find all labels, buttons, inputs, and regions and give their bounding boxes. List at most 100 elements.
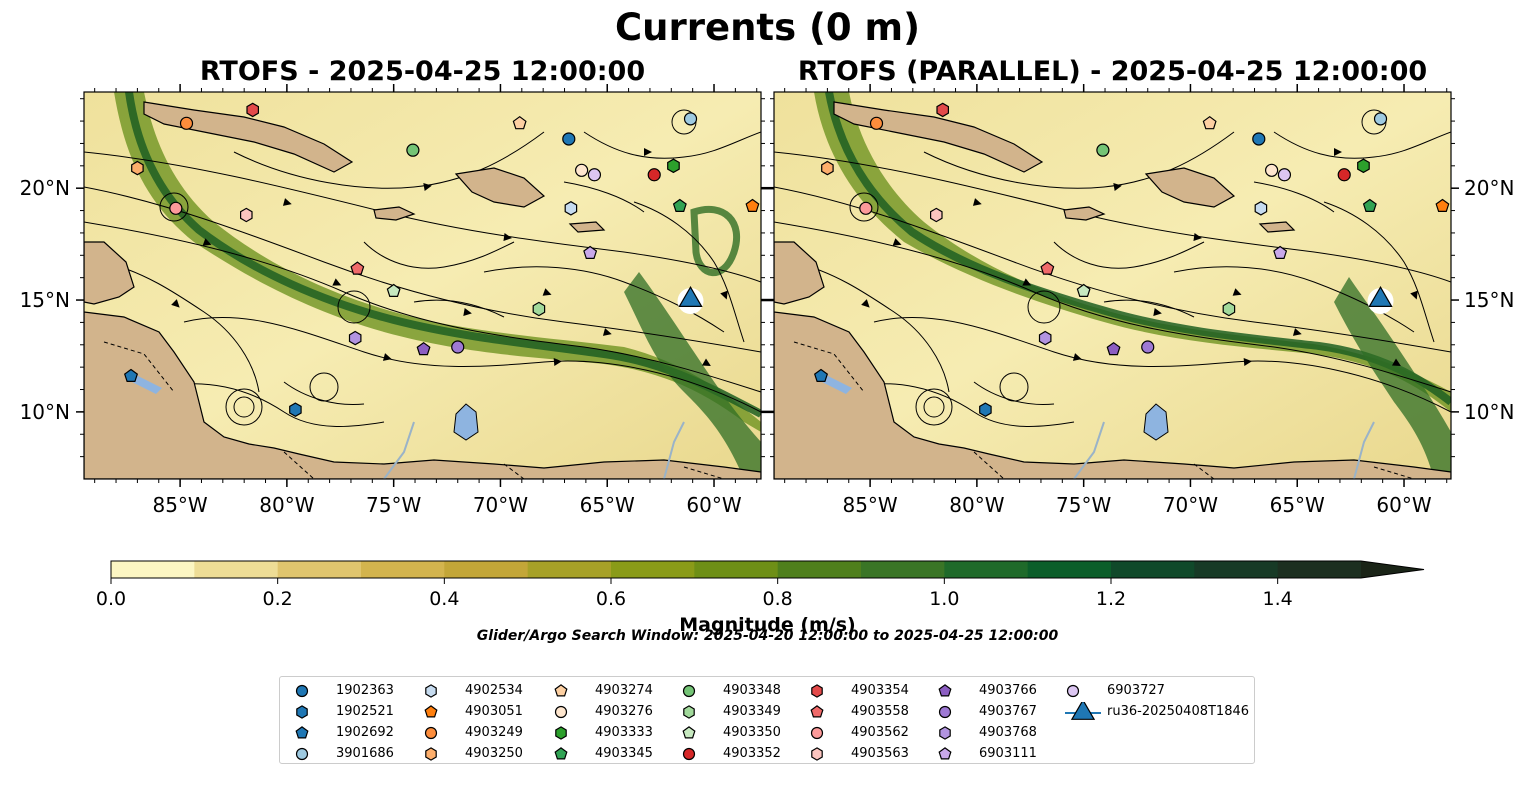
float-marker (416, 341, 431, 356)
float-marker (1337, 168, 1351, 182)
legend-label: 4903352 (723, 746, 781, 761)
float-marker (672, 198, 687, 212)
float-marker (240, 207, 253, 223)
float-marker (348, 330, 362, 346)
legend-marker (938, 705, 952, 719)
colorbar-segment (861, 561, 945, 578)
float-marker (587, 168, 602, 182)
colorbar-tick-label: 1.2 (1096, 588, 1126, 610)
legend-label: 4903345 (595, 746, 653, 761)
float-marker (1106, 341, 1121, 356)
legend-label: 4903249 (465, 725, 523, 740)
float-marker (179, 116, 194, 130)
float-marker (1096, 143, 1110, 157)
lat-tick-label: 10°N (20, 400, 70, 424)
lon-tick-label: 80°W (949, 493, 1004, 517)
float-marker (532, 301, 546, 317)
colorbar-segment (1027, 561, 1112, 578)
legend-label: 4903562 (851, 725, 909, 740)
colorbar-tick-label: 0.6 (596, 588, 626, 610)
colorbar-segment (1277, 561, 1362, 578)
float-marker (1040, 261, 1055, 275)
lat-tick-label: 20°N (1464, 176, 1514, 200)
legend-marker (555, 726, 567, 740)
lon-tick-label: 70°W (473, 493, 528, 517)
legend-marker (296, 705, 308, 719)
colorbar-segment (611, 561, 695, 578)
lat-tick-label: 20°N (20, 176, 70, 200)
colorbar-segment (1111, 561, 1195, 578)
colorbar-segment (1194, 561, 1279, 578)
colorbar-segment (277, 561, 362, 578)
legend-label: 4903051 (465, 704, 523, 719)
lon-tick-label: 75°W (366, 493, 421, 517)
float-marker (1038, 330, 1052, 346)
platform-markers-rtofs (123, 102, 760, 417)
float-marker (123, 368, 139, 382)
legend-label: 4902534 (465, 683, 523, 698)
float-marker (1252, 132, 1266, 146)
colorbar-label: Magnitude (m/s) (679, 614, 856, 636)
legend-label: 1902363 (336, 683, 394, 698)
float-marker (246, 102, 259, 118)
float-marker (1202, 115, 1217, 130)
float-marker (289, 402, 302, 417)
float-marker (386, 283, 401, 297)
legend-marker (295, 747, 309, 761)
legend-marker (425, 747, 437, 761)
legend-label: 4903767 (979, 704, 1037, 719)
float-marker (131, 160, 144, 176)
map-rtofs-parallel (774, 92, 1451, 479)
platform-markers-rtofs-parallel (813, 102, 1450, 417)
colorbar: 0.0 0.2 0.4 0.6 0.8 1.0 1.2 1.4 (96, 560, 1425, 610)
float-marker (583, 245, 598, 259)
legend-label: 4903333 (595, 725, 653, 740)
glider-marker (678, 286, 703, 307)
float-marker (1373, 112, 1388, 126)
colorbar-segment (527, 561, 612, 578)
legend-label: 3901686 (336, 746, 394, 761)
float-marker (859, 201, 873, 215)
legend: 1902363 1902521 1902692 3901686 4902534 49030… (279, 676, 1255, 764)
panel-title-rtofs: RTOFS - 2025-04-25 12:00:00 (199, 56, 646, 87)
legend-marker (295, 726, 309, 739)
legend-marker (682, 726, 696, 739)
legend-marker (810, 705, 824, 718)
float-marker (683, 112, 698, 126)
colorbar-segment (777, 561, 862, 578)
float-marker (575, 163, 589, 177)
colorbar-tick-label: 0.2 (263, 588, 293, 610)
float-marker (406, 143, 420, 157)
colorbar-tick-label: 1.4 (1263, 588, 1293, 610)
colorbar-tick-label: 0.8 (763, 588, 793, 610)
float-marker (936, 102, 950, 118)
lon-tick-label: 85°W (152, 493, 207, 517)
legend-label: 4903349 (723, 704, 781, 719)
legend-label: 4903274 (595, 683, 653, 698)
legend-label: 6903111 (979, 746, 1037, 761)
lon-tick-label: 75°W (1056, 493, 1111, 517)
float-marker (667, 158, 680, 174)
float-marker (647, 168, 661, 182)
legend-label: 4903563 (851, 746, 909, 761)
legend-marker (682, 684, 696, 698)
legend-label: 4903276 (595, 704, 653, 719)
legend-marker (1066, 684, 1080, 698)
colorbar-segment (194, 561, 279, 578)
colorbar-tick-label: 0.4 (429, 588, 459, 610)
colorbar-tick-label: 0.0 (96, 588, 126, 610)
lat-tick-label: 10°N (1464, 400, 1514, 424)
legend-marker (683, 705, 695, 719)
colorbar-segment (361, 561, 445, 578)
float-marker (929, 207, 943, 223)
colorbar-segment (694, 561, 779, 578)
lon-tick-label: 60°W (1376, 493, 1431, 517)
colorbar-segment (944, 561, 1029, 578)
legend-marker (682, 747, 696, 761)
lon-tick-label: 85°W (842, 493, 897, 517)
float-marker (1273, 245, 1288, 259)
legend-marker (811, 747, 823, 761)
float-marker (350, 261, 365, 275)
legend-label: ru36-20250408T1846 (1107, 704, 1250, 719)
legend-marker (295, 684, 309, 698)
